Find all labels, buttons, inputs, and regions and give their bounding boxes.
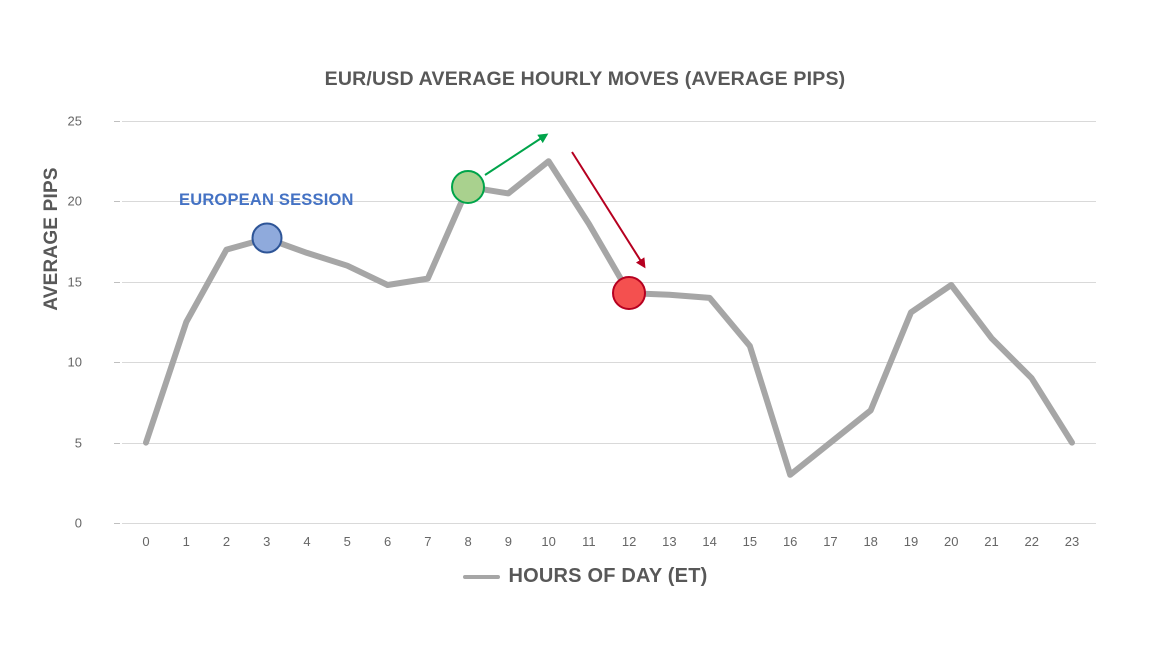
x-tick-label: 5 <box>343 534 351 549</box>
us-open-marker[interactable] <box>451 169 486 204</box>
european-session-label: EUROPEAN SESSION <box>179 191 354 209</box>
chart-title: EUR/USD AVERAGE HOURLY MOVES (AVERAGE PI… <box>324 68 846 90</box>
x-tick-label: 0 <box>142 534 150 549</box>
y-tick-label: 25 <box>67 113 82 129</box>
x-tick-label: 8 <box>464 534 472 549</box>
annotation-arrows-svg <box>484 133 646 269</box>
x-tick-label: 6 <box>383 534 392 549</box>
gridline <box>122 442 1096 444</box>
y-tick-label: 0 <box>74 515 82 531</box>
falling-arrow-icon <box>571 151 646 269</box>
y-tick-mark <box>114 442 120 444</box>
y-tick-label: 10 <box>67 354 82 370</box>
x-axis-title: HOURS OF DAY (ET) <box>508 565 708 587</box>
x-tick-label: 2 <box>222 534 231 549</box>
x-tick-label: 12 <box>621 534 637 549</box>
x-tick-label: 14 <box>702 534 717 549</box>
x-tick-label: 10 <box>541 534 556 549</box>
x-tick-label: 17 <box>823 534 838 549</box>
x-tick-label: 20 <box>943 534 959 549</box>
y-tick-mark <box>114 201 120 203</box>
midday-lull-marker[interactable] <box>612 276 647 311</box>
y-tick-mark <box>114 523 120 524</box>
x-tick-label: 13 <box>662 534 677 549</box>
plot-area: EUROPEAN SESSION <box>122 121 1096 524</box>
x-tick-label: 23 <box>1064 534 1080 549</box>
legend-line-icon <box>462 574 500 579</box>
x-tick-label: 16 <box>782 534 798 549</box>
y-axis-title: AVERAGE PIPS <box>41 167 62 311</box>
x-tick-label: 21 <box>984 534 999 549</box>
y-tick-mark <box>114 281 120 283</box>
series-line-hours-of-day <box>143 158 1075 478</box>
y-tick-mark <box>114 121 120 122</box>
y-tick-label: 20 <box>67 193 82 209</box>
legend: HOURS OF DAY (ET) <box>0 565 1170 588</box>
y-tick-label: 15 <box>67 274 82 290</box>
x-tick-label: 4 <box>303 534 311 549</box>
x-tick-label: 3 <box>263 534 271 549</box>
rising-arrow-icon <box>484 133 549 176</box>
y-tick-label: 5 <box>74 435 82 451</box>
gridline <box>122 523 1096 524</box>
x-tick-label: 1 <box>182 534 190 549</box>
x-tick-label: 7 <box>424 534 432 549</box>
gridline <box>122 281 1096 283</box>
gridline <box>122 121 1096 122</box>
x-tick-label: 22 <box>1024 534 1039 549</box>
gridline <box>122 201 1096 203</box>
x-tick-label: 19 <box>903 534 919 549</box>
series-line-svg <box>143 158 1075 478</box>
x-tick-label: 9 <box>504 534 512 549</box>
x-tick-label: 18 <box>863 534 878 549</box>
x-tick-label: 11 <box>582 534 596 549</box>
gridline <box>122 362 1096 364</box>
y-tick-mark <box>114 362 120 364</box>
european-session-marker[interactable] <box>251 222 283 254</box>
x-tick-label: 15 <box>742 534 758 549</box>
